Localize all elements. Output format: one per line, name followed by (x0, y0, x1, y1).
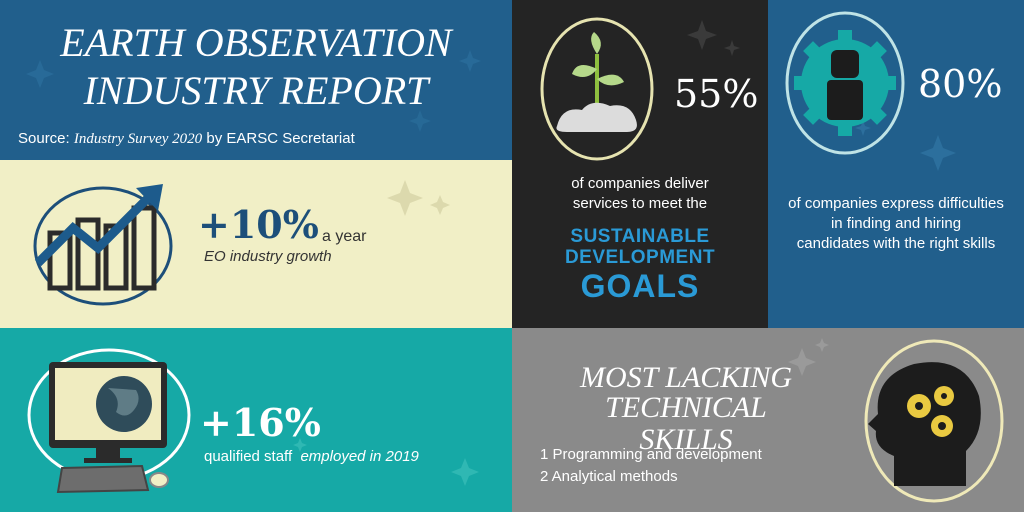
title-panel: EARTH OBSERVATION INDUSTRY REPORT Source… (0, 0, 512, 160)
hiring-panel: 80% of companies express difficulties in… (768, 0, 1024, 328)
staff-caption-italic: employed in 2019 (300, 448, 419, 465)
source-survey: Industry Survey 2020 (73, 131, 203, 147)
hiring-caption-line1: of companies express difficulties (788, 195, 1004, 212)
staff-panel: +16% qualified staff employed in 2019 (0, 328, 512, 512)
star-decoration (788, 338, 829, 376)
staff-stat: +16% (200, 400, 321, 445)
bar-chart-growth-icon (33, 184, 173, 306)
skill-item: 1 Programming and development (540, 446, 762, 463)
source-suffix: by EARSC Secretariat (202, 130, 355, 147)
source-line: Source: Industry Survey 2020 by EARSC Se… (18, 130, 355, 148)
star-decoration (855, 120, 956, 171)
staff-caption-normal: qualified staff (204, 448, 293, 465)
report-title-line1: EARTH OBSERVATION (60, 20, 452, 65)
sdg-panel: 55% of companies deliver services to mee… (512, 0, 768, 328)
growth-caption: EO industry growth (204, 248, 332, 265)
star-decoration (293, 438, 479, 486)
growth-stat: +10% (198, 202, 319, 247)
report-title-line2: INDUSTRY REPORT (83, 68, 429, 113)
sdg-logo-line2: DEVELOPMENT (564, 247, 716, 268)
hiring-caption-line3: candidates with the right skills (796, 235, 996, 252)
staff-caption: qualified staff employed in 2019 (204, 448, 419, 465)
sdg-stat: 55% (674, 72, 759, 116)
head-gears-icon (864, 339, 1004, 503)
skills-title-line2: TECHNICAL SKILLS (605, 391, 767, 456)
plant-sprout-icon (540, 17, 654, 161)
sdg-logo-line3: GOALS (580, 268, 700, 304)
star-decoration (26, 50, 481, 132)
skill-item: 2 Analytical methods (540, 468, 678, 485)
growth-unit: a year (322, 228, 367, 245)
growth-panel: +10% a year EO industry growth (0, 160, 512, 328)
star-decoration (387, 180, 450, 216)
star-decoration (687, 20, 740, 56)
skills-panel: MOST LACKING TECHNICAL SKILLS 1 Programm… (512, 328, 1024, 512)
sdg-logo-line1: SUSTAINABLE (570, 226, 710, 247)
sdg-caption-line2: services to meet the (572, 195, 708, 212)
skills-list: 1 Programming and development 2 Analytic… (540, 444, 762, 488)
skills-title-line1: MOST LACKING (580, 361, 792, 394)
computer-globe-icon (27, 348, 191, 494)
sdg-caption-line1: of companies deliver (571, 175, 709, 192)
person-gear-icon (785, 11, 905, 155)
source-prefix: Source: (18, 130, 74, 147)
hiring-caption-line2: in finding and hiring (830, 215, 962, 232)
hiring-stat: 80% (918, 62, 1003, 106)
